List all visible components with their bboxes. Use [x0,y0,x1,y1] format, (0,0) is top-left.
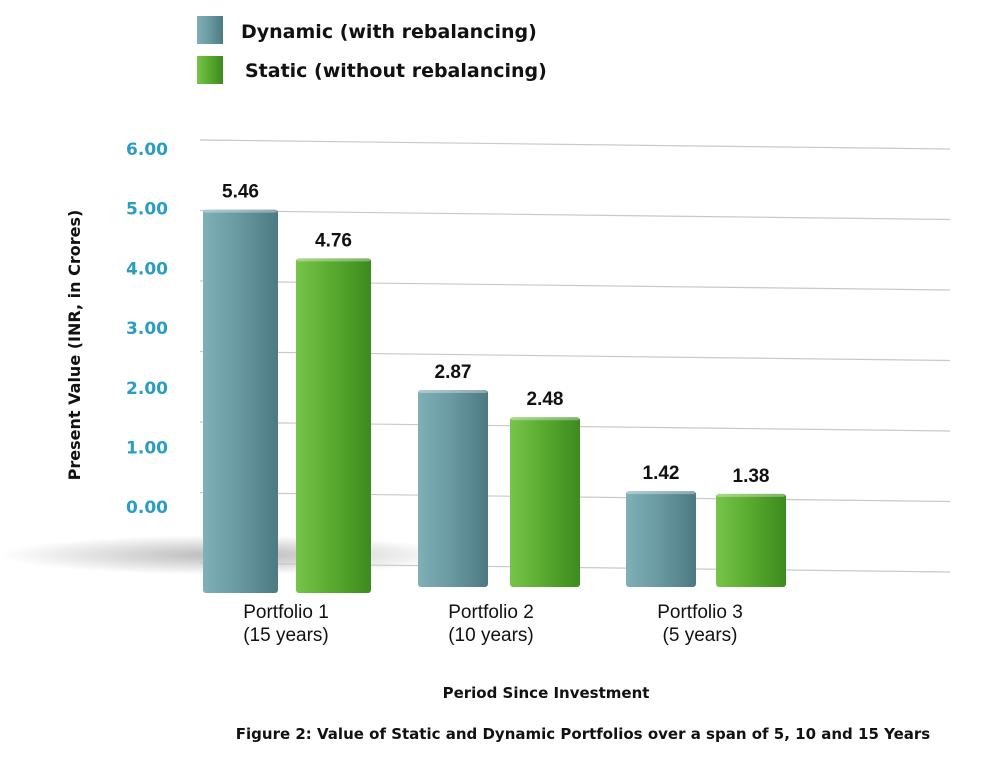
figure-caption: Figure 2: Value of Static and Dynamic Po… [236,725,931,743]
bar-body [418,390,488,587]
gridline [199,209,951,221]
bar-dynamic-3 [626,491,696,587]
x-tick-label: Portfolio 2 [448,602,534,623]
bar-top-highlight [627,491,695,495]
bar-top-highlight [717,493,785,497]
bar-body [203,209,278,593]
bar-body [716,493,786,587]
x-axis-ticks: Portfolio 1(15 years) Portfolio 2(10 year… [243,602,743,646]
legend-label-static: Static (without rebalancing) [245,60,547,82]
data-label: 2.48 [527,389,564,410]
x-axis-label: Period Since Investment [443,684,650,702]
y-axis-ticks: 6.00 5.00 4.00 3.00 2.00 1.00 0.00 [126,140,168,518]
legend-swatch-static [197,56,223,84]
bar-static-2 [510,417,580,587]
bar-static-1 [296,258,371,593]
data-label: 2.87 [435,362,472,383]
y-tick-label: 5.00 [126,200,168,220]
bar-top-highlight [419,390,487,394]
bar-body [626,491,696,587]
bar-static-3 [716,493,786,587]
bar-body [510,417,580,587]
y-tick-label: 6.00 [126,140,168,160]
y-tick-label: 2.00 [126,379,168,399]
legend-swatch-dynamic [197,16,223,44]
bar-top-highlight [204,209,277,213]
bar-top-highlight [511,417,579,421]
bar-dynamic-1 [203,209,278,593]
y-tick-label: 0.00 [126,498,168,518]
legend-label-dynamic: Dynamic (with rebalancing) [241,21,537,43]
legend-item-static: Static (without rebalancing) [197,56,547,84]
x-tick-label: Portfolio 3 [657,602,743,623]
gridline [199,139,951,150]
x-tick-label: Portfolio 1 [243,602,329,623]
data-label: 5.46 [222,182,259,203]
data-label: 1.38 [733,466,770,487]
y-tick-label: 4.00 [126,259,168,279]
x-tick-sublabel: (15 years) [243,625,329,646]
data-label: 1.42 [643,463,680,484]
legend-item-dynamic: Dynamic (with rebalancing) [197,16,537,44]
y-tick-label: 1.00 [126,439,168,459]
bar-top-highlight [297,258,370,262]
bars: 5.46 2.87 1.42 4.76 2.48 1.38 [203,182,786,593]
bar-body [296,258,371,593]
data-label: 4.76 [315,230,352,251]
y-axis-label: Present Value (INR, in Crores) [65,210,84,481]
bar-dynamic-2 [418,390,488,587]
x-tick-sublabel: (10 years) [448,625,534,646]
x-tick-sublabel: (5 years) [663,625,738,646]
legend: Dynamic (with rebalancing) Static (witho… [197,16,547,84]
y-tick-label: 3.00 [126,319,168,339]
